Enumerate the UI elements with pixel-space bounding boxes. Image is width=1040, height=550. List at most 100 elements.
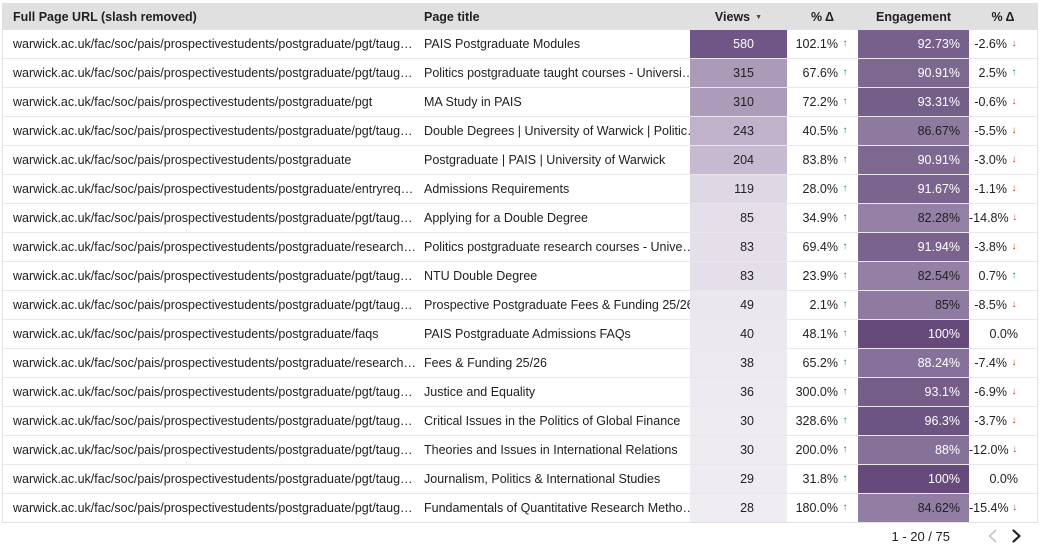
delta-down-icon: ↓ [1012,444,1018,455]
cell-engagement-delta: -5.5% ↓ [974,124,1017,138]
table-row: warwick.ac.uk/fac/soc/pais/prospectivest… [3,262,1037,291]
cell-engagement-delta: -12.0% ↓ [969,443,1018,457]
next-page-chevron-icon[interactable] [1004,526,1028,546]
cell-views-heatmap: 29 [690,465,787,493]
delta-up-icon: ↑ [842,328,848,339]
delta-up-icon: ↑ [842,299,848,310]
cell-engagement-heatmap: 100% [858,465,969,493]
cell-views-delta: 69.4% ↑ [802,240,848,254]
delta-up-icon: ↑ [1011,270,1017,281]
cell-views-delta: 40.5% ↑ [802,124,848,138]
cell-views-delta: 102.1% ↑ [795,37,848,51]
cell-page-title: PAIS Postgraduate Admissions FAQs [424,327,631,341]
column-header-engagement-delta[interactable]: % Δ [991,10,1015,24]
delta-up-icon: ↑ [842,154,848,165]
cell-views-delta: 2.1% ↑ [809,298,848,312]
cell-views-delta: 34.9% ↑ [802,211,848,225]
delta-up-icon: ↑ [842,415,848,426]
cell-views-delta: 28.0% ↑ [802,182,848,196]
cell-views-heatmap: 49 [690,291,787,319]
cell-engagement-heatmap: 90.91% [858,59,969,87]
cell-engagement-heatmap: 96.3% [858,407,969,435]
cell-page-url: warwick.ac.uk/fac/soc/pais/prospectivest… [13,95,373,109]
cell-views-delta: 23.9% ↑ [802,269,848,283]
cell-engagement-heatmap: 82.54% [858,262,969,290]
cell-engagement-heatmap: 85% [858,291,969,319]
table-row: warwick.ac.uk/fac/soc/pais/prospectivest… [3,349,1037,378]
cell-page-url: warwick.ac.uk/fac/soc/pais/prospectivest… [13,240,416,254]
cell-views-delta: 72.2% ↑ [802,95,848,109]
cell-views-delta: 67.6% ↑ [802,66,848,80]
cell-views-heatmap: 30 [690,436,787,464]
delta-down-icon: ↓ [1011,357,1017,368]
cell-page-title: Politics postgraduate taught courses - U… [424,66,690,80]
cell-page-title: Applying for a Double Degree [424,211,588,225]
cell-page-url: warwick.ac.uk/fac/soc/pais/prospectivest… [13,385,413,399]
cell-page-url: warwick.ac.uk/fac/soc/pais/prospectivest… [13,66,413,80]
cell-views-delta: 200.0% ↑ [795,443,848,457]
cell-engagement-heatmap: 91.67% [858,175,969,203]
cell-engagement-delta: -3.0% ↓ [974,153,1017,167]
table-row: warwick.ac.uk/fac/soc/pais/prospectivest… [3,59,1037,88]
pagination-range-label: 1 - 20 / 75 [891,528,950,544]
table-row: warwick.ac.uk/fac/soc/pais/prospectivest… [3,204,1037,233]
delta-up-icon: ↑ [1011,67,1017,78]
cell-engagement-delta: -8.5% ↓ [974,298,1017,312]
cell-engagement-heatmap: 82.28% [858,204,969,232]
cell-views-delta: 65.2% ↑ [802,356,848,370]
delta-up-icon: ↑ [842,183,848,194]
cell-engagement-delta: -14.8% ↓ [969,211,1018,225]
cell-page-title: Justice and Equality [424,385,536,399]
cell-views-delta: 31.8% ↑ [802,472,848,486]
cell-views-delta: 180.0% ↑ [795,501,848,515]
cell-engagement-delta: 0.7% ↑ [978,269,1017,283]
column-header-page-title[interactable]: Page title [424,10,480,24]
cell-views-heatmap: 204 [690,146,787,174]
delta-up-icon: ↑ [842,444,848,455]
cell-views-heatmap: 30 [690,407,787,435]
table-row: warwick.ac.uk/fac/soc/pais/prospectivest… [3,30,1037,59]
cell-engagement-heatmap: 93.1% [858,378,969,406]
delta-down-icon: ↓ [1011,125,1017,136]
cell-page-url: warwick.ac.uk/fac/soc/pais/prospectivest… [13,37,413,51]
table-row: warwick.ac.uk/fac/soc/pais/prospectivest… [3,175,1037,204]
delta-down-icon: ↓ [1012,502,1018,513]
table-row: warwick.ac.uk/fac/soc/pais/prospectivest… [3,320,1037,349]
cell-views-delta: 48.1% ↑ [802,327,848,341]
column-header-views-label: Views [714,10,751,24]
cell-engagement-heatmap: 100% [858,320,969,348]
cell-engagement-delta: -3.7% ↓ [974,414,1017,428]
cell-page-title: Postgraduate | PAIS | University of Warw… [424,153,666,167]
column-header-views-delta[interactable]: % Δ [810,10,835,24]
cell-views-heatmap: 83 [690,262,787,290]
cell-page-title: Critical Issues in the Politics of Globa… [424,414,681,428]
delta-down-icon: ↓ [1011,241,1017,252]
delta-down-icon: ↓ [1011,38,1017,49]
column-header-engagement[interactable]: Engagement [875,10,951,24]
prev-page-chevron-icon[interactable] [980,526,1004,546]
cell-page-url: warwick.ac.uk/fac/soc/pais/prospectivest… [13,211,413,225]
table-row: warwick.ac.uk/fac/soc/pais/prospectivest… [3,117,1037,146]
cell-page-title: Prospective Postgraduate Fees & Funding … [424,298,690,312]
cell-page-title: Fees & Funding 25/26 [424,356,547,370]
table-row: warwick.ac.uk/fac/soc/pais/prospectivest… [3,407,1037,436]
cell-engagement-delta: -2.6% ↓ [974,37,1017,51]
cell-views-heatmap: 28 [690,494,787,522]
cell-page-url: warwick.ac.uk/fac/soc/pais/prospectivest… [13,356,416,370]
delta-down-icon: ↓ [1011,96,1017,107]
cell-engagement-delta: -15.4% ↓ [969,501,1018,515]
column-header-views[interactable]: Views ▼ [690,10,787,24]
cell-views-heatmap: 85 [690,204,787,232]
delta-down-icon: ↓ [1011,183,1017,194]
cell-page-title: Journalism, Politics & International Stu… [424,472,661,486]
cell-views-heatmap: 83 [690,233,787,261]
cell-engagement-delta: 0.0% [989,327,1019,341]
data-table: Full Page URL (slash removed) Page title… [2,3,1038,523]
cell-engagement-heatmap: 86.67% [858,117,969,145]
cell-engagement-delta: -3.8% ↓ [974,240,1017,254]
cell-views-heatmap: 315 [690,59,787,87]
cell-page-title: Admissions Requirements [424,182,570,196]
cell-views-heatmap: 119 [690,175,787,203]
column-header-url[interactable]: Full Page URL (slash removed) [13,10,197,24]
cell-page-url: warwick.ac.uk/fac/soc/pais/prospectivest… [13,182,414,196]
